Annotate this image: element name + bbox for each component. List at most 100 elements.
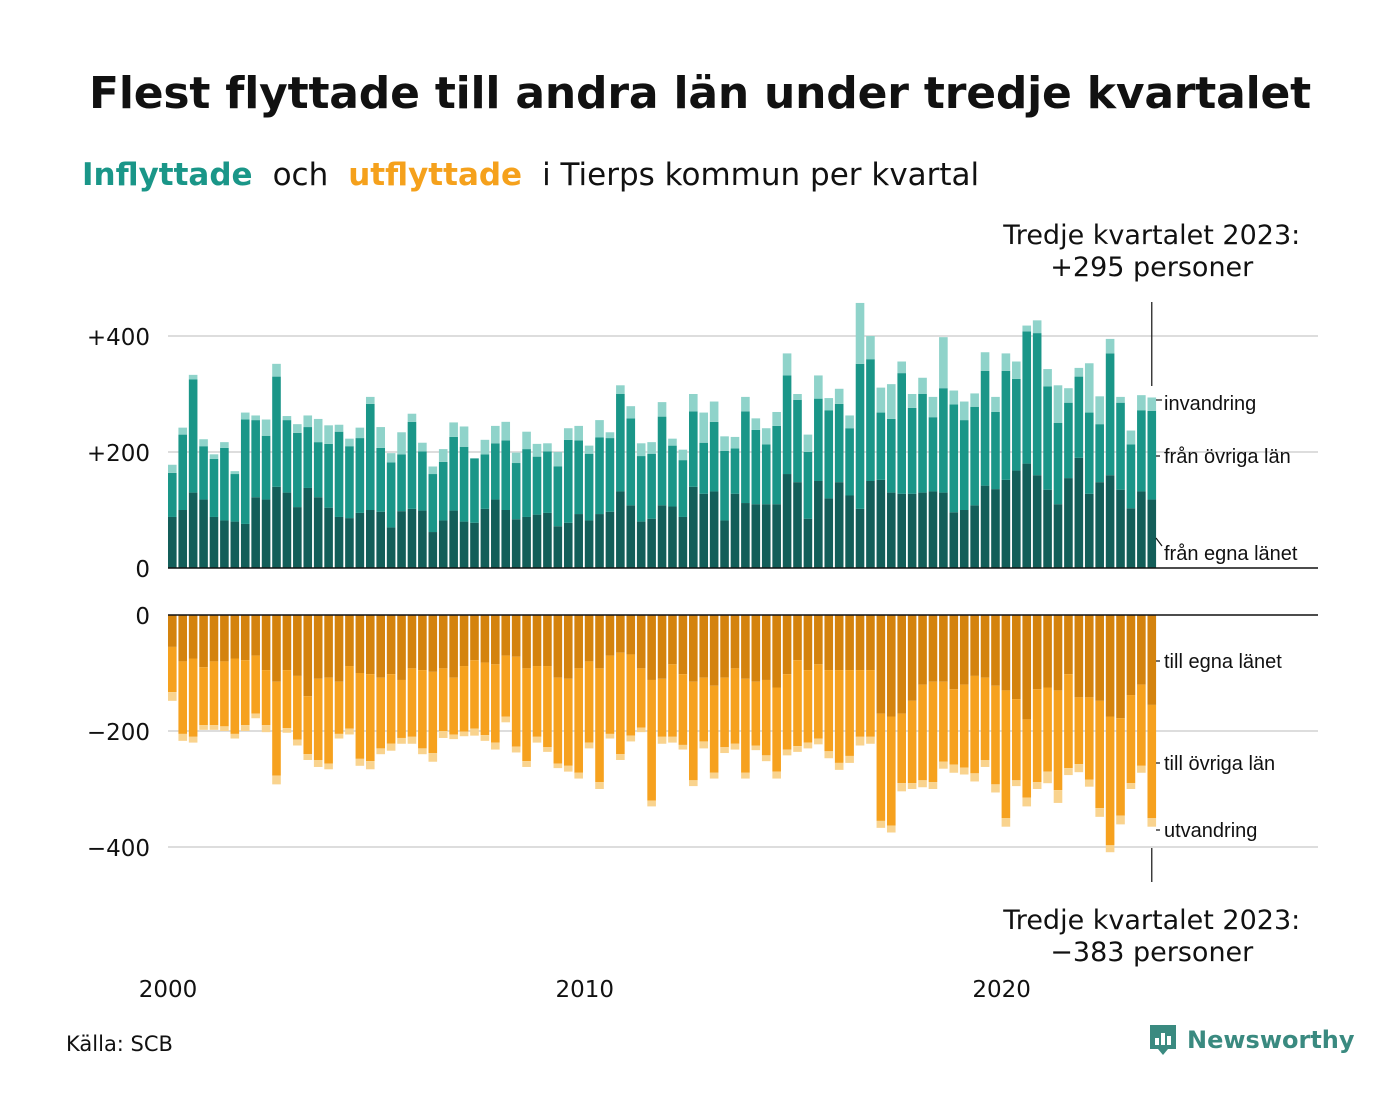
top-bar-segment	[1032, 320, 1042, 334]
top-bar-segment	[928, 417, 938, 492]
chart-title: Flest flyttade till andra län under tred…	[88, 68, 1311, 119]
top-bar-segment	[1137, 410, 1146, 492]
bottom-bar-segment	[970, 675, 979, 774]
bottom-bar-segment	[1126, 783, 1136, 789]
top-bar-segment	[949, 404, 959, 513]
bottom-bar-segment	[334, 681, 344, 734]
bottom-bar-segment	[345, 615, 354, 667]
bottom-bar-segment	[240, 725, 250, 731]
top-bar-segment	[876, 387, 886, 413]
bottom-bar-segment	[1116, 815, 1125, 825]
bottom-bar-segment	[793, 615, 802, 661]
bottom-bar-segment	[1084, 615, 1094, 698]
source-note: Källa: SCB	[66, 1032, 173, 1056]
bottom-bar-segment	[866, 736, 875, 744]
top-bar-segment	[511, 452, 521, 464]
top-bar-segment	[491, 425, 500, 444]
subtitle-inflow-word: Inflyttade	[82, 157, 253, 193]
top-bar-segment	[918, 394, 927, 493]
top-bar-segment	[991, 411, 1000, 490]
top-bar-segment	[1012, 470, 1021, 568]
top-bar-segment	[522, 449, 531, 517]
top-bar-segment	[636, 521, 646, 568]
bottom-bar-segment	[876, 820, 886, 828]
bottom-bar-segment	[563, 615, 573, 679]
bottom-bar-segment	[418, 670, 427, 749]
top-bar-segment	[491, 499, 500, 568]
top-ytick-label: +200	[87, 441, 150, 467]
bottom-bar-segment	[605, 655, 615, 734]
top-bar-segment	[230, 474, 240, 522]
bottom-bar-segment	[678, 615, 688, 675]
bottom-bar-segment	[230, 615, 240, 659]
bottom-ytick-label: −200	[87, 720, 150, 746]
top-bar-segment	[741, 503, 750, 568]
bottom-bar-segment	[199, 725, 208, 730]
bottom-bar-segment	[689, 615, 698, 682]
top-bar-segment	[1064, 388, 1073, 403]
bottom-bar-segment	[220, 726, 229, 731]
bottom-bar-segment	[449, 615, 458, 678]
bottom-bar-segment	[199, 667, 208, 726]
bottom-bar-segment	[939, 681, 948, 762]
top-bar-segment	[793, 482, 802, 568]
top-bar-segment	[647, 442, 656, 454]
bottom-bar-segment	[897, 713, 906, 784]
top-bar-segment	[1116, 489, 1125, 568]
top-bar-segment	[605, 511, 615, 568]
bottom-bar-segment	[407, 736, 417, 744]
top-callout-text: +295 personer	[1050, 252, 1254, 283]
bottom-bar-segment	[1095, 808, 1104, 817]
bottom-bar-segment	[928, 782, 938, 789]
top-bar-segment	[1105, 475, 1115, 568]
top-bar-segment	[1001, 479, 1011, 568]
top-bar-segment	[678, 516, 688, 568]
bottom-bar-segment	[501, 615, 511, 656]
top-bar-segment	[595, 420, 604, 438]
top-bar-segment	[1105, 353, 1115, 476]
top-bar-segment	[470, 458, 479, 523]
top-bar-segment	[824, 410, 834, 499]
bottom-bar-segment	[563, 678, 573, 766]
top-bar-segment	[1095, 396, 1104, 425]
top-bar-segment	[553, 452, 563, 467]
top-bar-segment	[543, 443, 552, 452]
top-bar-segment	[866, 481, 875, 568]
top-bar-segment	[782, 353, 792, 376]
top-bar-segment	[1137, 395, 1146, 411]
bottom-bar-segment	[574, 615, 583, 669]
bottom-bar-segment	[240, 615, 250, 661]
bottom-bar-segment	[449, 677, 458, 735]
bottom-bar-segment	[491, 742, 500, 750]
top-bar-segment	[636, 456, 646, 522]
top-bar-segment	[261, 499, 271, 568]
bottom-bar-segment	[626, 615, 636, 655]
top-bar-segment	[855, 363, 865, 509]
bottom-bar-segment	[1053, 690, 1063, 791]
top-bar-segment	[1001, 370, 1011, 480]
top-bar-segment	[803, 518, 813, 568]
top-bar-segment	[293, 424, 302, 433]
top-bar-segment	[939, 492, 948, 568]
top-bar-segment	[386, 453, 396, 463]
bottom-bar-segment	[918, 684, 927, 781]
bottom-bar-segment	[970, 773, 979, 782]
top-bar-segment	[626, 505, 636, 568]
bottom-bar-segment	[386, 615, 396, 675]
bottom-bar-segment	[303, 615, 313, 697]
top-bar-segment	[532, 456, 542, 515]
top-bar-segment	[949, 390, 959, 405]
bottom-bar-segment	[845, 755, 854, 763]
top-bar-segment	[355, 427, 365, 439]
top-bar-segment	[782, 474, 792, 568]
top-bar-segment	[657, 505, 667, 568]
bottom-bar-segment	[741, 772, 750, 779]
top-bar-segment	[647, 453, 656, 519]
top-bar-segment	[793, 394, 802, 400]
top-bar-segment	[449, 510, 458, 568]
bottom-bar-segment	[886, 615, 896, 717]
bottom-bar-segment	[1012, 615, 1021, 700]
bottom-bar-segment	[1137, 615, 1146, 685]
bottom-bar-segment	[991, 615, 1000, 686]
top-bar-segment	[689, 486, 698, 568]
